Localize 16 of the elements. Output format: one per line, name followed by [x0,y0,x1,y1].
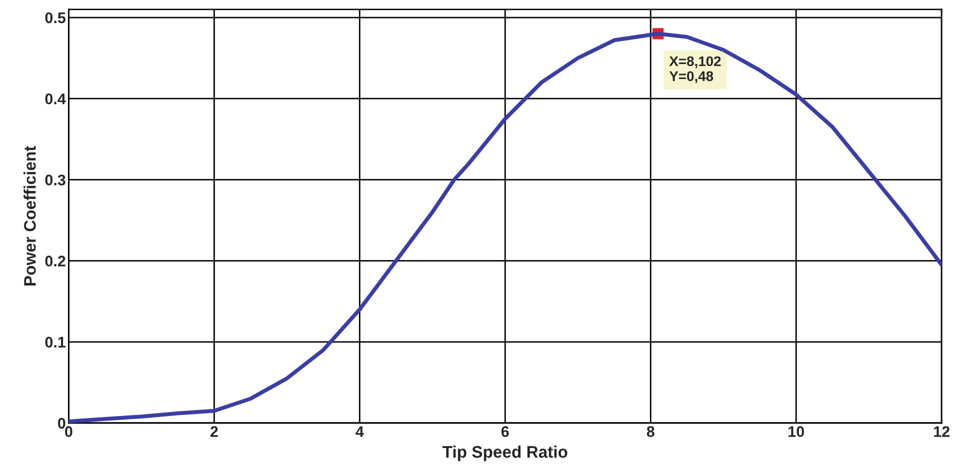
annotation: X=8,102 Y=0,48 [669,56,721,84]
x-tick-label: 8 [646,426,654,437]
x-tick-label: 0 [65,426,72,437]
y-tick-label: 0.1 [45,336,66,348]
y-tick-label: 0.2 [45,256,66,266]
y-tick-label: 0 [58,418,66,429]
x-tick-label: 12 [934,426,950,437]
y-tick-label: 0.4 [45,93,66,104]
y-tick-label: 0.5 [45,12,66,24]
x-tick-label: 10 [788,426,804,437]
x-axis-title: Tip Speed Ratio [442,446,568,462]
y-axis-title: Power Coefficient [24,146,36,286]
x-tick-label: 6 [501,426,509,437]
x-tick-label: 2 [210,426,218,437]
y-tick-label: 0.3 [45,174,66,186]
x-tick-label: 4 [356,426,364,437]
